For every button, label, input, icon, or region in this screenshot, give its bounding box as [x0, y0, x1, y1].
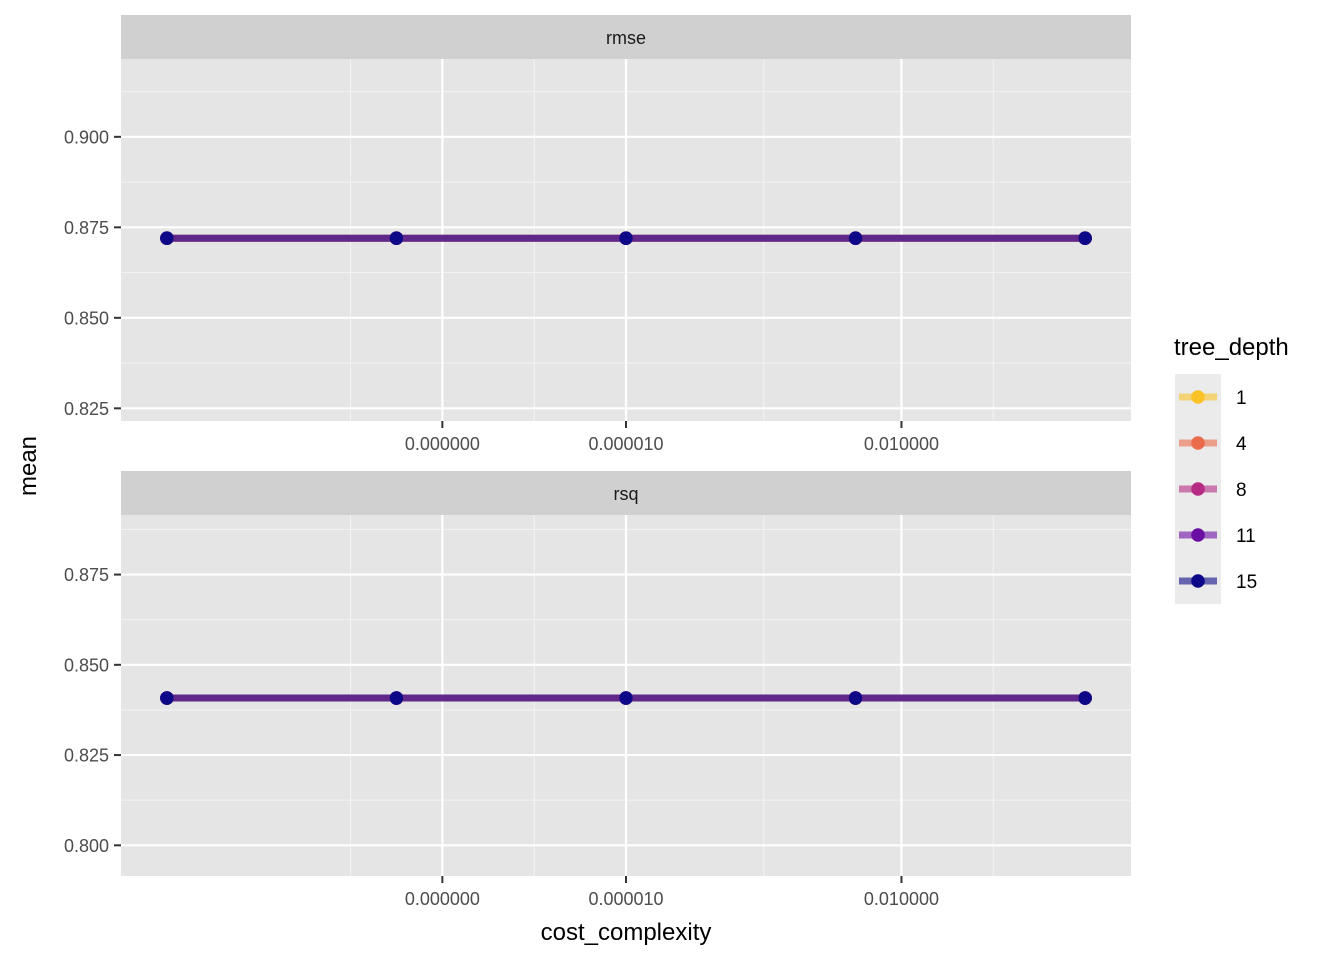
legend-entry-8: 8	[1179, 480, 1247, 501]
x-tick-label: 0.000000	[405, 889, 480, 909]
data-point-15	[848, 691, 863, 705]
data-point-15	[160, 231, 174, 245]
data-point-15	[160, 691, 174, 705]
legend-title: tree_depth	[1174, 334, 1289, 361]
x-tick-label: 0.000010	[588, 434, 663, 454]
x-tick-label: 0.000000	[405, 434, 480, 454]
legend-entry-1: 1	[1179, 388, 1247, 409]
y-axis-title: mean	[15, 436, 42, 496]
x-tick-label: 0.010000	[864, 889, 939, 909]
legend-entry-4: 4	[1179, 434, 1247, 455]
legend-entry-15: 15	[1179, 572, 1257, 593]
facet-strip	[121, 471, 1131, 515]
data-point-15	[389, 691, 404, 705]
x-tick-label: 0.010000	[864, 434, 939, 454]
x-axis-title: cost_complexity	[541, 919, 712, 946]
data-point-15	[389, 231, 404, 245]
facet-strip	[121, 15, 1131, 59]
legend-point-15	[1191, 574, 1205, 588]
x-tick-label: 0.000010	[588, 889, 663, 909]
legend-label: 4	[1236, 434, 1247, 455]
y-tick-label: 0.825	[64, 746, 109, 766]
data-point-15	[619, 691, 633, 705]
facet-panel-rmse: rmse 0.825 0.850 0.875 0.900 0.000000 0.000010…	[64, 15, 1131, 454]
y-tick-label: 0.875	[64, 565, 109, 585]
y-tick-label: 0.800	[64, 836, 109, 856]
data-point-15	[1078, 691, 1092, 705]
facet-strip-label: rsq	[613, 484, 638, 504]
legend-point-8	[1191, 482, 1205, 496]
legend-label: 8	[1236, 480, 1247, 501]
legend-label: 1	[1236, 388, 1247, 409]
legend-point-4	[1191, 436, 1205, 450]
legend-entry-11: 11	[1179, 526, 1256, 547]
legend-label: 15	[1236, 572, 1257, 593]
facet-panel-rsq: rsq 0.800 0.825 0.850 0.875 0.000000 0.000010 0…	[64, 471, 1131, 909]
y-tick-label: 0.850	[64, 655, 109, 675]
data-point-15	[1078, 231, 1092, 245]
legend: tree_depth 1 4 8 11 15	[1174, 334, 1289, 604]
y-tick-label: 0.850	[64, 308, 109, 328]
y-tick-label: 0.825	[64, 399, 109, 419]
data-point-15	[619, 231, 633, 245]
data-point-15	[848, 231, 863, 245]
y-tick-label: 0.875	[64, 218, 109, 238]
legend-point-11	[1191, 528, 1205, 542]
y-tick-label: 0.900	[64, 127, 109, 147]
legend-label: 11	[1236, 526, 1256, 547]
facet-strip-label: rmse	[606, 28, 646, 48]
legend-point-1	[1191, 390, 1205, 404]
